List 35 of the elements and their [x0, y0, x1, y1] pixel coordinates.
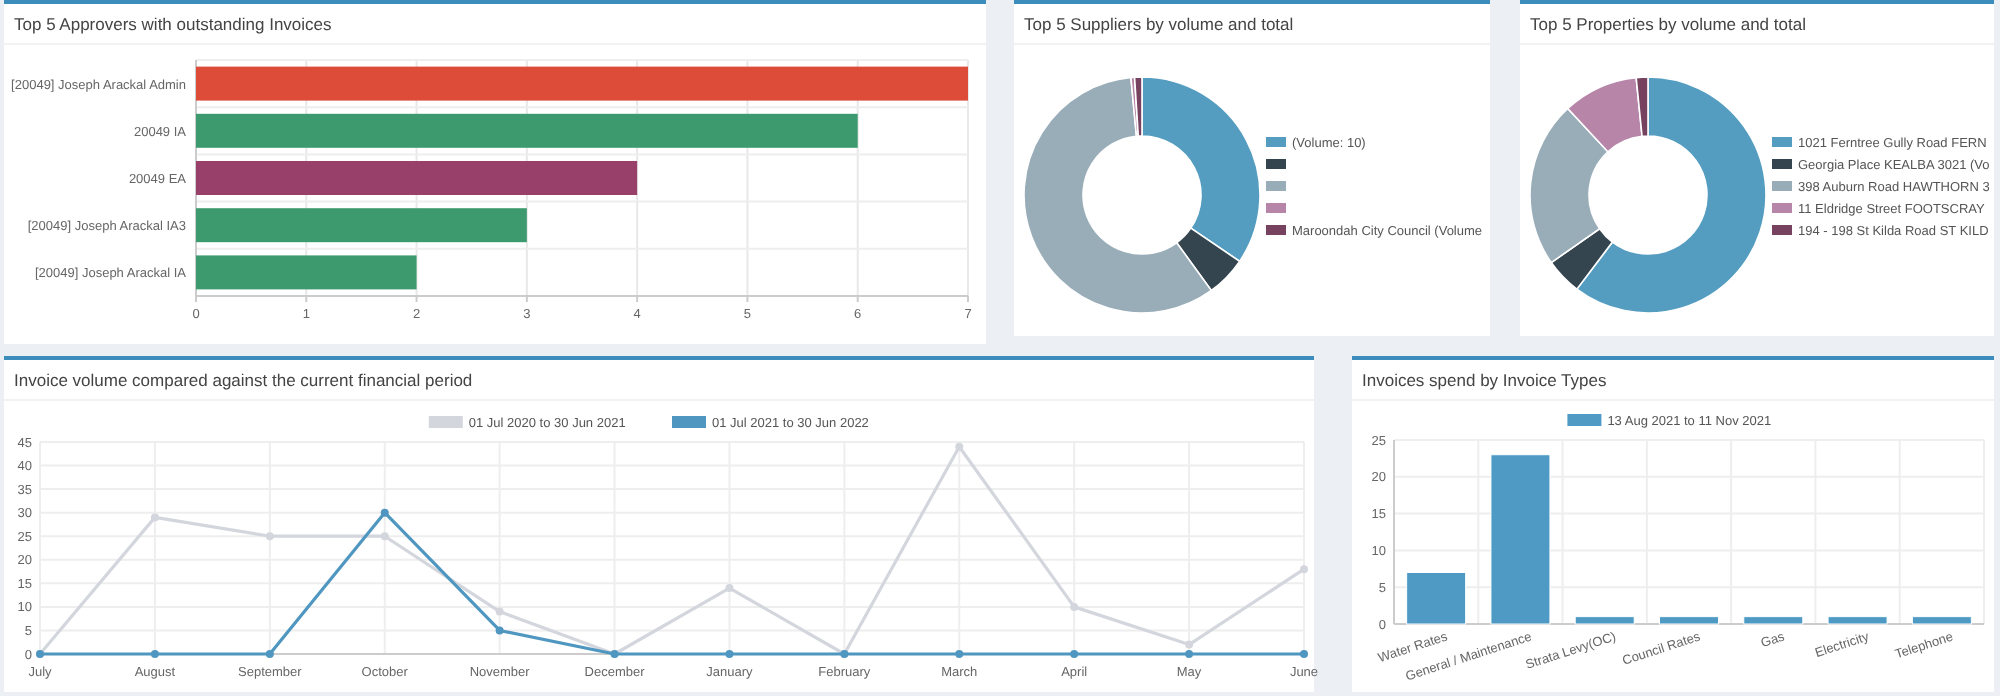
chart-title: Invoice volume compared against the current financial period	[14, 370, 473, 390]
point	[150, 513, 159, 522]
bar	[196, 66, 968, 101]
point	[495, 626, 504, 635]
bar	[1574, 616, 1635, 625]
bar	[1911, 616, 1972, 625]
chart-title: Top 5 Properties by volume and total	[1530, 14, 1807, 34]
point	[1300, 565, 1308, 574]
point	[955, 442, 964, 451]
bar	[1743, 616, 1804, 625]
bar	[1490, 454, 1551, 625]
bar	[1659, 616, 1719, 625]
bar	[1827, 616, 1888, 625]
point	[150, 650, 159, 658]
bar	[196, 161, 638, 195]
point	[265, 650, 274, 658]
point	[495, 607, 504, 616]
point	[1185, 650, 1194, 658]
chart-title: Invoices spend by Invoice Types	[1362, 370, 1607, 390]
bar	[1406, 571, 1467, 625]
point	[725, 650, 734, 658]
point	[380, 532, 389, 541]
point	[1070, 602, 1079, 611]
point	[1185, 640, 1194, 649]
point	[725, 584, 734, 593]
chart-title: Top 5 Approvers with outstanding Invoices	[14, 14, 332, 34]
point	[1300, 650, 1308, 658]
bar	[196, 208, 527, 243]
bar	[196, 113, 858, 148]
point	[380, 508, 389, 517]
point	[1070, 650, 1079, 658]
chart-title: Top 5 Suppliers by volume and total	[1024, 14, 1294, 34]
point	[955, 650, 964, 658]
point	[265, 532, 274, 541]
bar	[196, 255, 417, 290]
